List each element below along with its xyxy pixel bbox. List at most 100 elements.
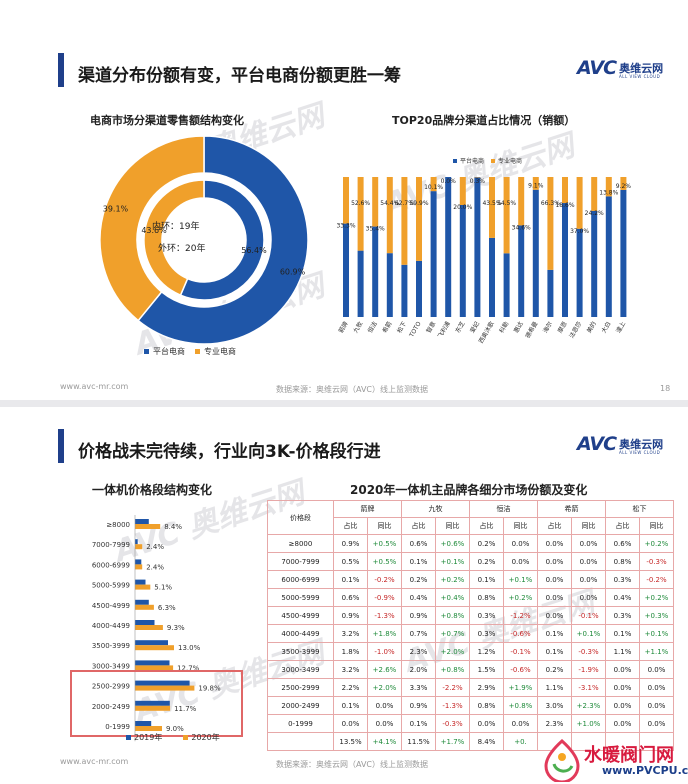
- yoy-cell: +2.0%: [435, 642, 470, 661]
- bar-platform: [430, 191, 437, 317]
- yoy-cell: -0.3%: [435, 714, 470, 733]
- category-label: 美的: [585, 320, 598, 334]
- bar-platform: [386, 253, 393, 317]
- share-cell: 0.6%: [401, 534, 436, 553]
- share-cell: 0.8%: [605, 552, 640, 571]
- sub-header: 同比: [503, 517, 538, 535]
- bar-value-label: 52.6%: [351, 200, 370, 207]
- bar-platform: [518, 225, 525, 317]
- share-cell: 0.0%: [537, 588, 572, 607]
- bar-professional: [357, 177, 364, 251]
- price-seg-cell: 2000-2499: [267, 696, 334, 715]
- share-cell: 0.1%: [605, 624, 640, 643]
- bar-platform: [532, 189, 539, 317]
- share-cell: 0.9%: [333, 534, 368, 553]
- yoy-cell: +0.5%: [367, 534, 402, 553]
- yoy-cell: +0.7%: [435, 624, 470, 643]
- bar-platform: [372, 226, 379, 317]
- yoy-cell: +0.8%: [503, 696, 538, 715]
- bar-professional: [372, 177, 379, 227]
- price-seg-cell: 6000-6999: [267, 570, 334, 589]
- share-cell: 1.5%: [469, 660, 504, 679]
- legend-swatch-professional: [491, 158, 496, 163]
- category-label: 大白: [600, 320, 613, 334]
- share-cell: 0.1%: [333, 696, 368, 715]
- yoy-cell: 0.0%: [571, 570, 606, 589]
- slide-channel-distribution: 渠道分布份额有变，平台电商份额更胜一筹 AVC 奥维云网 ALL VIEW CL…: [0, 0, 688, 400]
- price-seg-cell: 3000-3499: [267, 660, 334, 679]
- share-cell: 0.0%: [537, 534, 572, 553]
- category-label: 恒洁: [366, 320, 379, 334]
- share-cell: 1.2%: [469, 642, 504, 661]
- site-logo: 水暖阀门网 www.PVCPU.com: [540, 737, 688, 784]
- yoy-cell: +2.0%: [367, 678, 402, 697]
- bar-2020: [135, 705, 171, 711]
- donut-slice: [143, 179, 205, 297]
- share-cell: 0.7%: [401, 624, 436, 643]
- yoy-cell: 0.0%: [571, 552, 606, 571]
- legend-label-platform: 平台电商: [460, 158, 485, 165]
- bar-2019: [135, 680, 190, 686]
- yoy-cell: -1.2%: [503, 606, 538, 625]
- yoy-cell: -0.3%: [571, 642, 606, 661]
- legend-label-professional: 专业电商: [498, 158, 523, 165]
- yoy-cell: -3.1%: [571, 678, 606, 697]
- price-seg-cell: 0-1999: [267, 714, 334, 733]
- yoy-cell: +0.3%: [639, 606, 674, 625]
- bar-2019: [135, 640, 168, 646]
- slide-price-segments: 价格战未完待续，行业向3K-价格段行进 AVC 奥维云网 ALL VIEW CL…: [0, 407, 688, 784]
- legend-label-2020: 2020年: [191, 733, 220, 742]
- sub-header: 同比: [571, 517, 606, 535]
- sub-header: 占比: [401, 517, 436, 535]
- top20-title: TOP20品牌分渠道占比情况（销额）: [392, 114, 576, 127]
- share-cell: 0.3%: [605, 570, 640, 589]
- yoy-cell: +0.4%: [435, 588, 470, 607]
- donut-value-label: 39.1%: [103, 204, 129, 213]
- yoy-cell: +0.1%: [503, 570, 538, 589]
- share-cell: 0.2%: [401, 570, 436, 589]
- table-subheader-row: 占比 同比 占比 同比 占比 同比 占比 同比 占比 同比: [268, 517, 674, 535]
- bars-title: 一体机价格段结构变化: [92, 483, 213, 497]
- donut-value-label: 43.6%: [141, 226, 167, 235]
- yoy-cell: -0.1%: [503, 642, 538, 661]
- bar-professional: [591, 177, 598, 211]
- bar-professional: [562, 177, 568, 204]
- category-label: 科勒: [497, 320, 510, 334]
- share-cell: 0.8%: [469, 696, 504, 715]
- share-cell: 0.2%: [537, 660, 572, 679]
- sub-header: 占比: [605, 517, 640, 535]
- bar-value-label: 24.2%: [585, 210, 604, 217]
- legend-swatch-platform: [453, 158, 457, 163]
- yoy-cell: -0.6%: [503, 660, 538, 679]
- bar-platform: [576, 228, 583, 317]
- category-label: 惠达: [512, 320, 525, 334]
- bar-professional: [386, 177, 393, 254]
- price-seg-cell: ≥8000: [267, 534, 334, 553]
- bar-value-label: 62.7%: [395, 200, 414, 207]
- price-seg-cell: 4000-4499: [267, 624, 334, 643]
- bar-platform: [459, 205, 466, 317]
- bar-2020: [135, 645, 174, 651]
- share-cell: 0.8%: [469, 588, 504, 607]
- donut-value-label: 60.9%: [280, 268, 306, 277]
- yoy-cell: 0.0%: [639, 696, 674, 715]
- bar-2020: [135, 604, 154, 610]
- yoy-cell: 0.0%: [639, 678, 674, 697]
- category-label: 法恩莎: [567, 320, 583, 340]
- share-cell: 2.9%: [469, 678, 504, 697]
- category-label: TOTO: [408, 320, 423, 339]
- logo-cn: 奥维云网: [619, 61, 664, 75]
- bar-value-label: 0.3%: [470, 178, 486, 185]
- title-accent-bar: [58, 429, 64, 463]
- table-row: ≥8000 0.9% +0.5% 0.6% +0.6% 0.2% 0.0% 0.0% 0.0% 0…: [267, 534, 674, 553]
- yoy-cell: +1.0%: [571, 714, 606, 733]
- donut-slice: [179, 179, 265, 301]
- yoy-cell: 0.0%: [571, 534, 606, 553]
- bar-platform: [343, 223, 349, 317]
- category-label: 德希曼: [524, 320, 540, 340]
- sub-header: 同比: [367, 517, 402, 535]
- logo-en: ALL VIEW CLOUD: [619, 74, 661, 79]
- share-cell: 8.4%: [469, 732, 504, 751]
- table-brand-header-row: 价格段 箭牌 九牧 恒洁 希箭 松下: [267, 500, 674, 535]
- title-accent-bar: [58, 53, 64, 87]
